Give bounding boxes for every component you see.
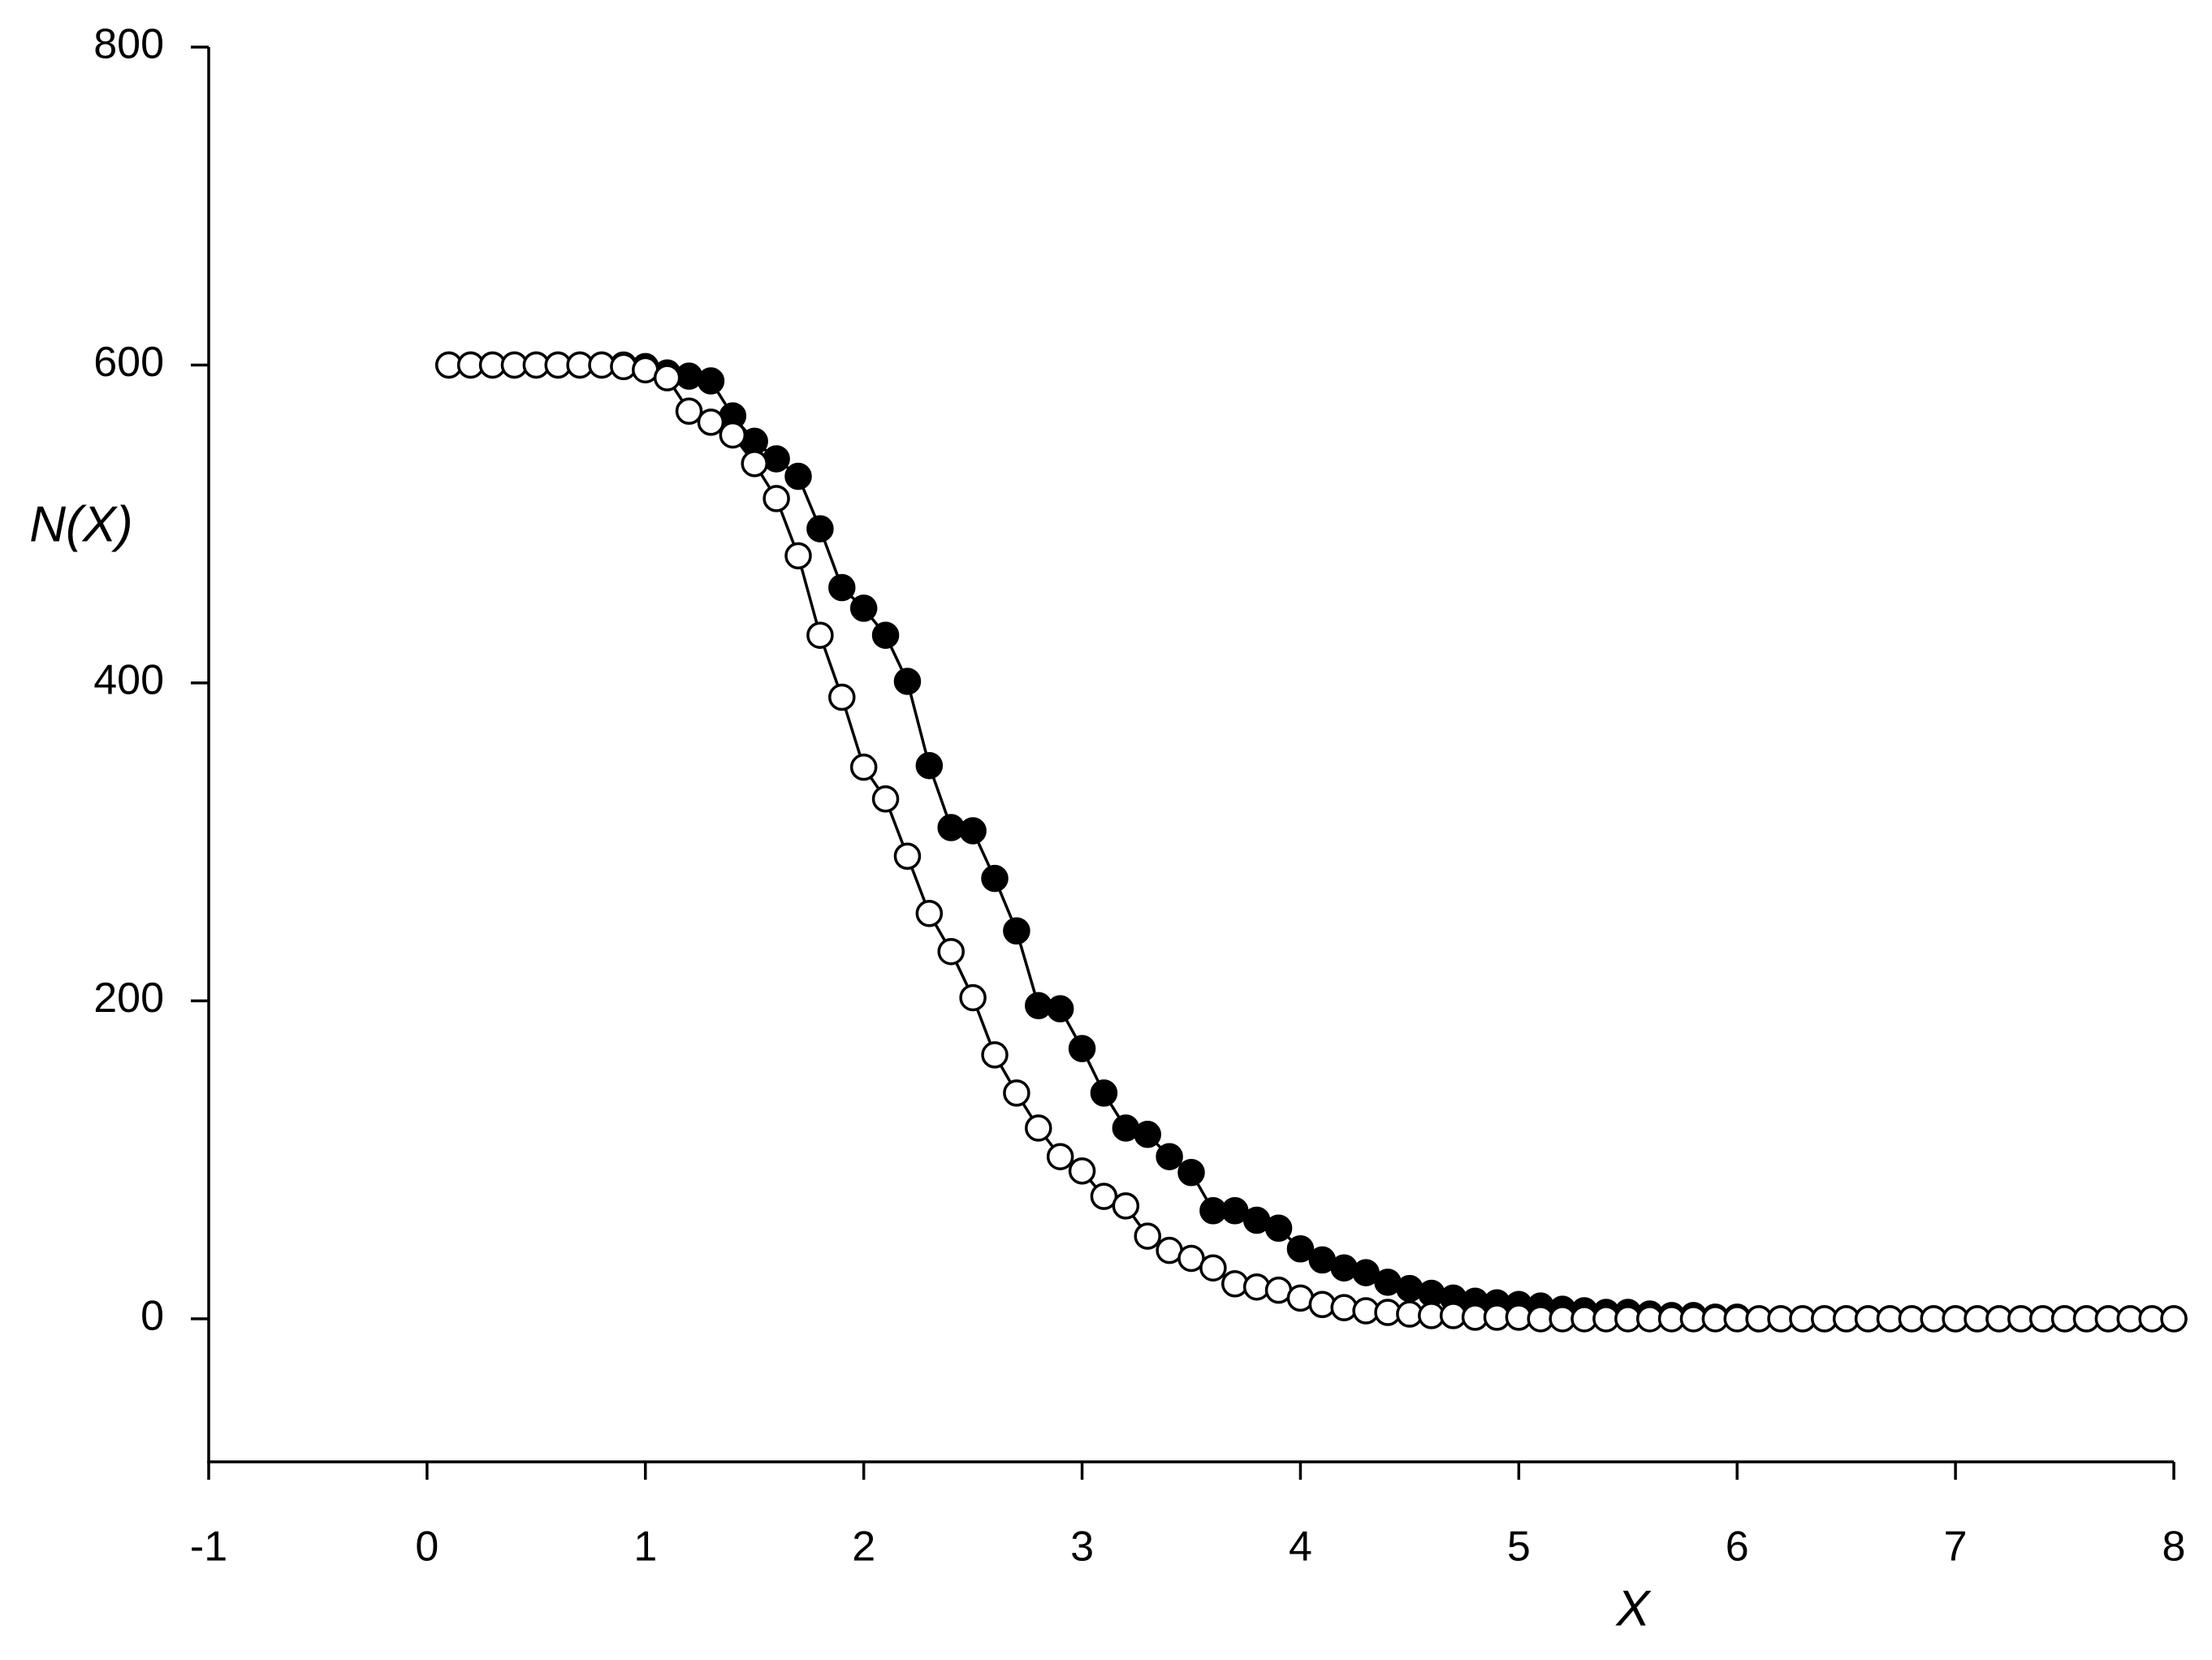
y-tick-label: 600 (93, 339, 164, 386)
data-point (719, 421, 747, 449)
data-point (1025, 1114, 1052, 1142)
data-point (784, 542, 812, 570)
x-tick-label: 5 (1507, 1524, 1531, 1571)
data-point (1134, 1121, 1161, 1148)
data-point (806, 621, 834, 649)
data-point (1003, 917, 1030, 945)
data-point (697, 409, 725, 436)
x-tick-label: 0 (415, 1524, 439, 1571)
data-point (893, 668, 922, 695)
data-point (1090, 1079, 1118, 1107)
data-point (915, 751, 944, 780)
data-point (763, 485, 790, 512)
data-point (915, 899, 944, 927)
data-point (871, 785, 900, 813)
data-point (893, 842, 922, 871)
series-line (448, 363, 2174, 1321)
data-point (981, 1041, 1009, 1069)
data-point (1199, 1254, 1227, 1282)
data-point (981, 864, 1009, 893)
data-point (959, 817, 987, 845)
data-point (806, 515, 834, 543)
x-tick-label: 3 (1070, 1524, 1094, 1571)
data-point (937, 814, 965, 841)
data-point (697, 367, 725, 395)
x-tick-label: 6 (1726, 1524, 1749, 1571)
data-point (1330, 1294, 1358, 1321)
y-axis-label: N(X) (29, 496, 132, 552)
x-tick-label: 4 (1289, 1524, 1312, 1571)
data-point (741, 450, 768, 478)
y-tick-label: 400 (93, 657, 164, 704)
data-point (1068, 1157, 1096, 1185)
y-tick-label: 800 (93, 21, 164, 68)
x-tick-label: 1 (633, 1524, 657, 1571)
data-point (1046, 995, 1074, 1022)
data-point (1221, 1270, 1249, 1298)
data-point (2160, 1305, 2188, 1333)
data-point (610, 352, 637, 381)
x-tick-label: 2 (852, 1524, 875, 1571)
data-point (1264, 1214, 1293, 1243)
data-point (1068, 1035, 1096, 1062)
series-line (448, 363, 2174, 1321)
x-tick-label: 7 (1944, 1524, 1968, 1571)
x-tick-label: 8 (2162, 1524, 2186, 1571)
data-point (675, 397, 703, 425)
data-point (1177, 1159, 1205, 1187)
x-axis-label: X (1614, 1580, 1652, 1636)
data-point (828, 683, 856, 711)
y-tick-label: 200 (93, 975, 164, 1022)
data-point (828, 573, 856, 602)
data-point (1156, 1143, 1183, 1170)
y-tick-label: 0 (140, 1293, 164, 1340)
x-tick-label: -1 (190, 1524, 227, 1571)
data-point (1242, 1273, 1271, 1301)
data-point (1112, 1192, 1140, 1220)
data-point (1003, 1079, 1030, 1107)
data-point (849, 753, 878, 781)
data-point (1330, 1254, 1358, 1282)
data-point (1025, 992, 1052, 1020)
data-point (1046, 1143, 1074, 1170)
data-point (1396, 1274, 1424, 1303)
data-point (784, 462, 812, 491)
data-point (763, 445, 790, 473)
data-point (1308, 1290, 1337, 1318)
data-point (1286, 1234, 1315, 1263)
data-point (937, 937, 965, 966)
data-point (653, 364, 681, 391)
data-point (1418, 1279, 1445, 1308)
data-point (871, 621, 900, 649)
data-point (849, 594, 878, 622)
data-point (1134, 1222, 1161, 1250)
data-point (959, 983, 987, 1012)
